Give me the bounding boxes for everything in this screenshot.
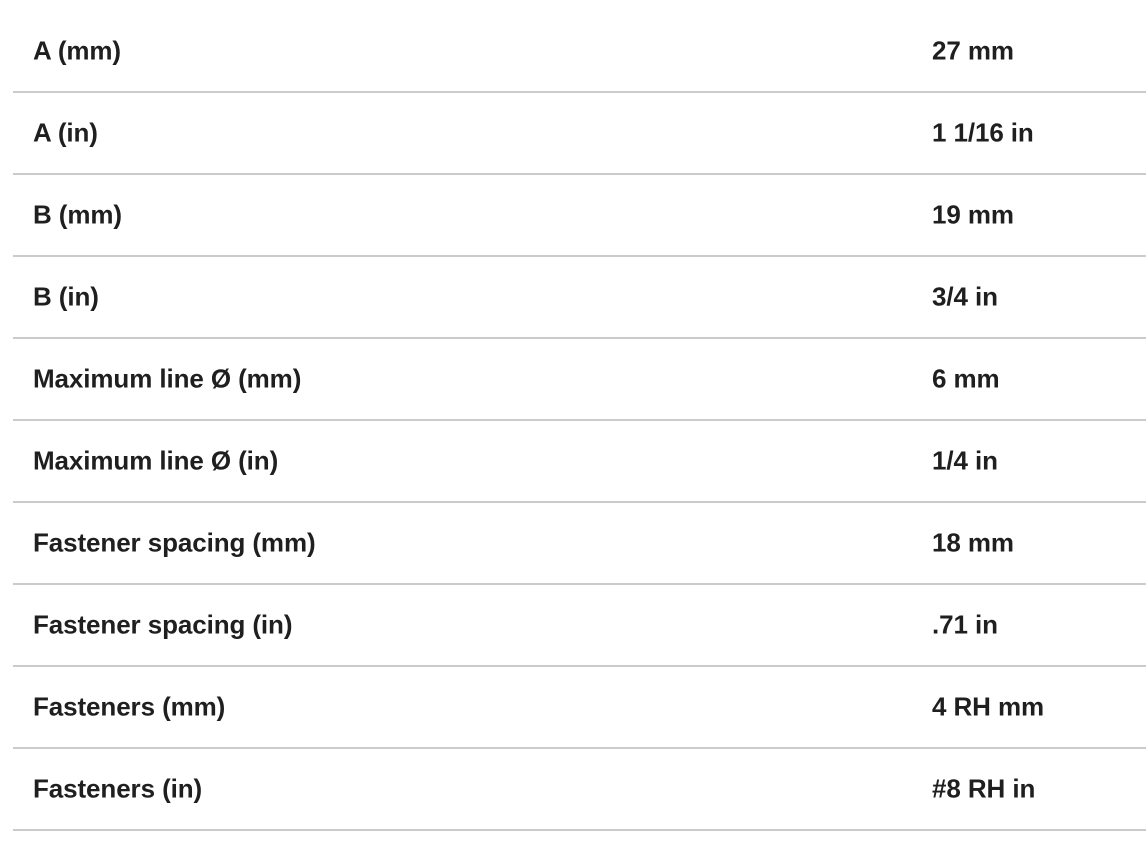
row-label: A (mm) [33,35,121,66]
table-row: A (mm) 27 mm [13,11,1146,93]
row-value: 6 mm [932,363,1000,394]
row-value: #8 RH in [932,773,1036,804]
table-row: B (in) 3/4 in [13,257,1146,339]
row-label: A (in) [33,117,98,148]
table-row: Maximum line Ø (mm) 6 mm [13,339,1146,421]
specifications-table: A (mm) 27 mm A (in) 1 1/16 in B (mm) 19 … [13,11,1146,831]
table-row: Fastener spacing (mm) 18 mm [13,503,1146,585]
row-value: 27 mm [932,35,1014,66]
row-value: 4 RH mm [932,691,1044,722]
row-label: Fasteners (mm) [33,691,226,722]
row-label: Fasteners (in) [33,773,203,804]
table-row: Fasteners (in) #8 RH in [13,749,1146,831]
table-row: Fasteners (mm) 4 RH mm [13,667,1146,749]
row-value: .71 in [932,609,998,640]
row-label: B (in) [33,281,99,312]
row-value: 18 mm [932,527,1014,558]
row-value: 19 mm [932,199,1014,230]
row-value: 1 1/16 in [932,117,1034,148]
table-row: B (mm) 19 mm [13,175,1146,257]
row-label: B (mm) [33,199,122,230]
table-row: Fastener spacing (in) .71 in [13,585,1146,667]
row-label: Maximum line Ø (in) [33,445,279,476]
row-label: Maximum line Ø (mm) [33,363,302,394]
row-value: 3/4 in [932,281,998,312]
table-row: Maximum line Ø (in) 1/4 in [13,421,1146,503]
row-label: Fastener spacing (in) [33,609,293,640]
table-row: A (in) 1 1/16 in [13,93,1146,175]
row-label: Fastener spacing (mm) [33,527,316,558]
row-value: 1/4 in [932,445,998,476]
